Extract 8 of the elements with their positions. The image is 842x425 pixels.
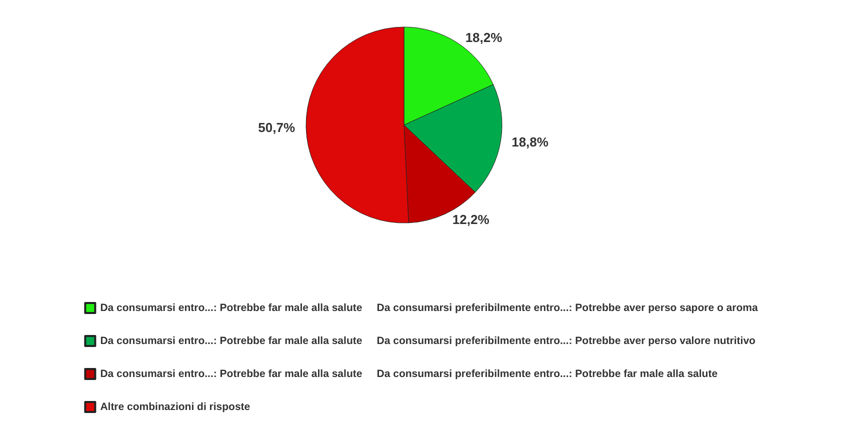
data-label: 50,7% [258,120,296,135]
legend-label: Da consumarsi entro...: Potrebbe far male alla salute Da consumarsi preferibilmente entro...: Potrebbe aver perso sapore o aroma [100,302,758,314]
legend-label: Da consumarsi entro...: Potrebbe far male alla salute Da consumarsi preferibilmente entro...: Potrebbe aver perso valore nutritivo [100,335,756,347]
data-label: 18,2% [465,30,503,46]
data-label: 18,8% [512,134,549,150]
legend-label: Altre combinazioni di risposte [100,401,250,413]
legend-label: Da consumarsi entro...: Potrebbe far male alla salute Da consumarsi preferibilmente entro...: Potrebbe far male alla salute [100,368,718,380]
data-label: 12,2% [452,212,490,227]
